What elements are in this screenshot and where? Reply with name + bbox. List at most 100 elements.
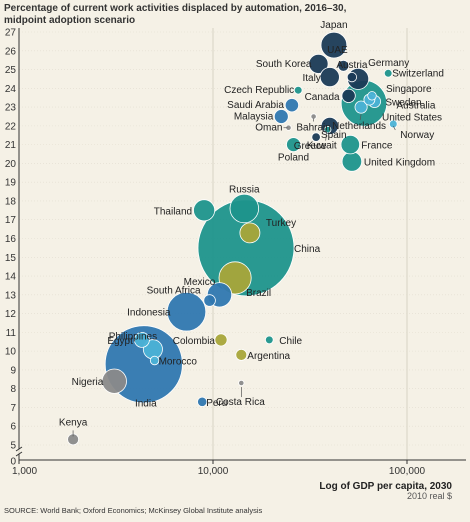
label-oman: Oman <box>255 123 282 134</box>
bubble-kuwait <box>324 125 332 134</box>
leader-line <box>392 125 396 131</box>
y-tick-label: 11 <box>6 328 17 339</box>
label-china: China <box>294 244 321 255</box>
label-south-korea: South Korea <box>256 59 312 70</box>
x-tick-label: 1,000 <box>12 466 37 477</box>
y-tick-label: 23 <box>5 103 17 114</box>
x-tick-label: 100,000 <box>389 466 426 477</box>
bubble-poland <box>286 137 301 153</box>
y-tick-label: 8 <box>10 384 16 395</box>
bubble-switzerland <box>383 69 393 78</box>
label-germany: Germany <box>368 58 409 69</box>
bubble-norway <box>388 119 398 129</box>
label-russia: Russia <box>229 185 260 196</box>
y-tick-label: 16 <box>5 234 17 245</box>
label-philippines: Philippines <box>109 331 157 342</box>
leader-line <box>325 131 328 141</box>
label-peru: Peru <box>206 398 227 409</box>
bubble-bahrain <box>310 113 317 120</box>
label-thailand: Thailand <box>154 206 192 217</box>
label-czech-republic: Czech Republic <box>224 85 294 96</box>
y-tick-label: 21 <box>5 140 17 151</box>
bubble-singapore <box>367 91 377 101</box>
y-tick-label: 25 <box>5 65 17 76</box>
y-tick-label: 20 <box>5 159 17 170</box>
bubble-chile <box>264 335 274 345</box>
label-united-kingdom: United Kingdom <box>364 158 435 169</box>
bubble-malaysia <box>273 109 289 124</box>
leader-line <box>359 114 362 121</box>
bubble-turkey <box>239 222 261 244</box>
bubble-argentina <box>235 348 248 361</box>
bubble-colombia <box>214 333 228 347</box>
bubble-saudi-arabia <box>284 98 299 113</box>
label-france: France <box>361 141 393 152</box>
label-switzerland: Switzerland <box>392 68 444 79</box>
label-canada: Canada <box>305 92 340 103</box>
chart-title-line-2: midpoint adoption scenario <box>4 15 136 26</box>
source-note: SOURCE: World Bank; Oxford Economics; Mc… <box>4 506 263 515</box>
y-tick-label: 14 <box>5 272 17 283</box>
label-mexico: Mexico <box>184 277 216 288</box>
y-tick-label: 10 <box>5 347 17 358</box>
label-kenya: Kenya <box>59 417 88 428</box>
chart-title-line-1: Percentage of current work activities di… <box>4 3 347 14</box>
bubble-south-korea <box>308 53 329 74</box>
label-sweden: Sweden <box>385 98 421 109</box>
label-austria: Austria <box>336 60 368 71</box>
label-colombia: Colombia <box>173 336 216 347</box>
y-tick-label: 22 <box>5 121 17 132</box>
bubble-netherlands <box>354 100 368 114</box>
label-kuwait: Kuwait <box>307 141 337 152</box>
bubble-canada <box>341 88 356 103</box>
label-japan: Japan <box>320 20 347 31</box>
bubble-czech-republic <box>293 85 303 95</box>
bubble-russia <box>229 193 260 224</box>
y-tick-label: 7 <box>10 403 16 414</box>
y-tick-label: 19 <box>5 178 17 189</box>
bubble-uae <box>337 59 350 72</box>
bubble-south-africa <box>203 294 216 307</box>
label-saudi-arabia: Saudi Arabia <box>227 100 284 111</box>
axis-break-mark <box>15 446 23 452</box>
bubble-egypt <box>133 331 150 348</box>
label-norway: Norway <box>400 130 434 141</box>
label-egypt: Egypt <box>107 336 133 347</box>
bubble-greece <box>311 132 321 142</box>
bubbles <box>67 31 398 446</box>
y-tick-label: 6 <box>10 422 16 433</box>
y-tick-label: 24 <box>5 84 17 95</box>
label-nigeria: Nigeria <box>72 377 104 388</box>
chart-title: Percentage of current work activities di… <box>4 3 384 27</box>
bubble-peru <box>197 396 208 407</box>
label-united-states: United States <box>382 112 442 123</box>
label-poland: Poland <box>278 153 309 164</box>
label-argentina: Argentina <box>247 351 290 362</box>
label-australia: Australia <box>397 101 436 112</box>
y-tick-label: 27 <box>5 28 17 39</box>
label-uae: UAE <box>327 45 348 56</box>
bubble-italy <box>319 67 340 88</box>
label-bahrain: Bahrain <box>296 123 330 134</box>
y-tick-label: 5 <box>10 441 16 452</box>
bubble-thailand <box>193 199 216 222</box>
bubble-united-kingdom <box>341 151 363 172</box>
label-india: India <box>135 398 157 409</box>
bubble-japan <box>320 31 348 59</box>
y-tick-label: 15 <box>5 253 17 264</box>
x-tick-label: 10,000 <box>198 466 229 477</box>
label-chile: Chile <box>279 336 302 347</box>
label-singapore: Singapore <box>386 84 432 95</box>
bubble-nigeria <box>101 368 127 394</box>
bubble-indonesia <box>166 292 207 332</box>
y-tick-label: 0 <box>10 457 16 468</box>
y-tick-label: 26 <box>5 46 17 57</box>
x-axis-unit: 2010 real $ <box>407 491 452 501</box>
bubble-france <box>340 134 361 155</box>
label-malaysia: Malaysia <box>234 112 274 123</box>
axis-break-mark <box>15 451 23 457</box>
y-tick-label: 9 <box>10 365 16 376</box>
label-greece: Greece <box>294 141 327 152</box>
label-netherlands: Netherlands <box>332 121 386 132</box>
